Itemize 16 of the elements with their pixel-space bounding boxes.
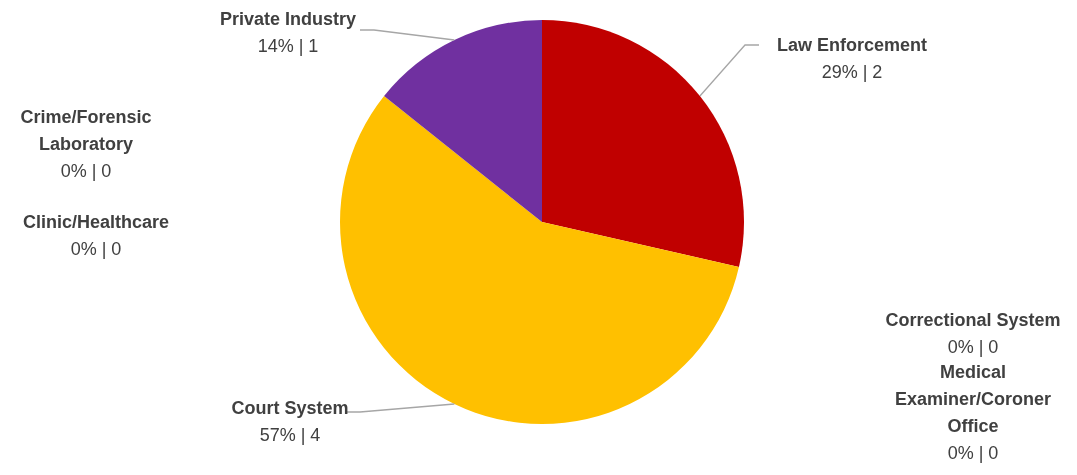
- slice-label: Private Industry: [219, 9, 357, 29]
- category-label: Medical Examiner/Coroner Office: [894, 362, 1052, 436]
- text: 0% | 0: [947, 337, 999, 357]
- slice-label: Law Enforcement: [776, 35, 928, 55]
- data-label: 14% | 1: [257, 36, 319, 56]
- category-label: Correctional System: [885, 310, 1061, 330]
- category-label: Crime/Forensic Laboratory: [20, 107, 152, 154]
- slice-label: Court System: [231, 398, 349, 418]
- pie-slice: [542, 20, 744, 267]
- category-label: Clinic/Healthcare: [22, 212, 170, 232]
- data-label: 29% | 2: [821, 62, 883, 82]
- text: 0% | 0: [947, 443, 999, 463]
- pie-slice: [384, 20, 542, 222]
- text: 0% | 0: [60, 161, 112, 181]
- data-label: 57% | 4: [259, 425, 321, 445]
- text: 0% | 0: [70, 239, 122, 259]
